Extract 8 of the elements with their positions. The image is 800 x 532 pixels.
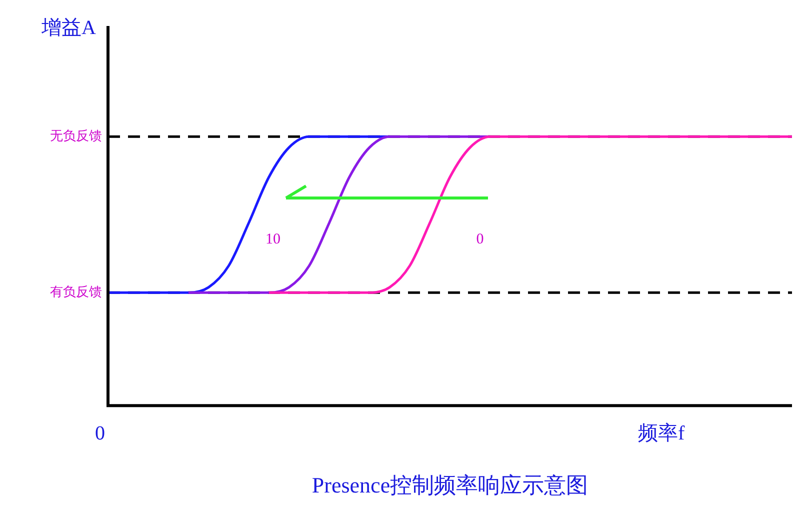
- x-axis-title: 频率f: [638, 422, 685, 445]
- text: Presence控制频率响应示意图: [312, 472, 588, 498]
- annotation: 0: [476, 231, 484, 248]
- ref-line-label: 有负反馈: [50, 284, 102, 300]
- text: 0: [95, 422, 105, 445]
- annotation: 10: [266, 231, 280, 248]
- y-axis-title: 增益A: [40, 17, 97, 39]
- ref-line-label: 无负反馈: [50, 128, 102, 144]
